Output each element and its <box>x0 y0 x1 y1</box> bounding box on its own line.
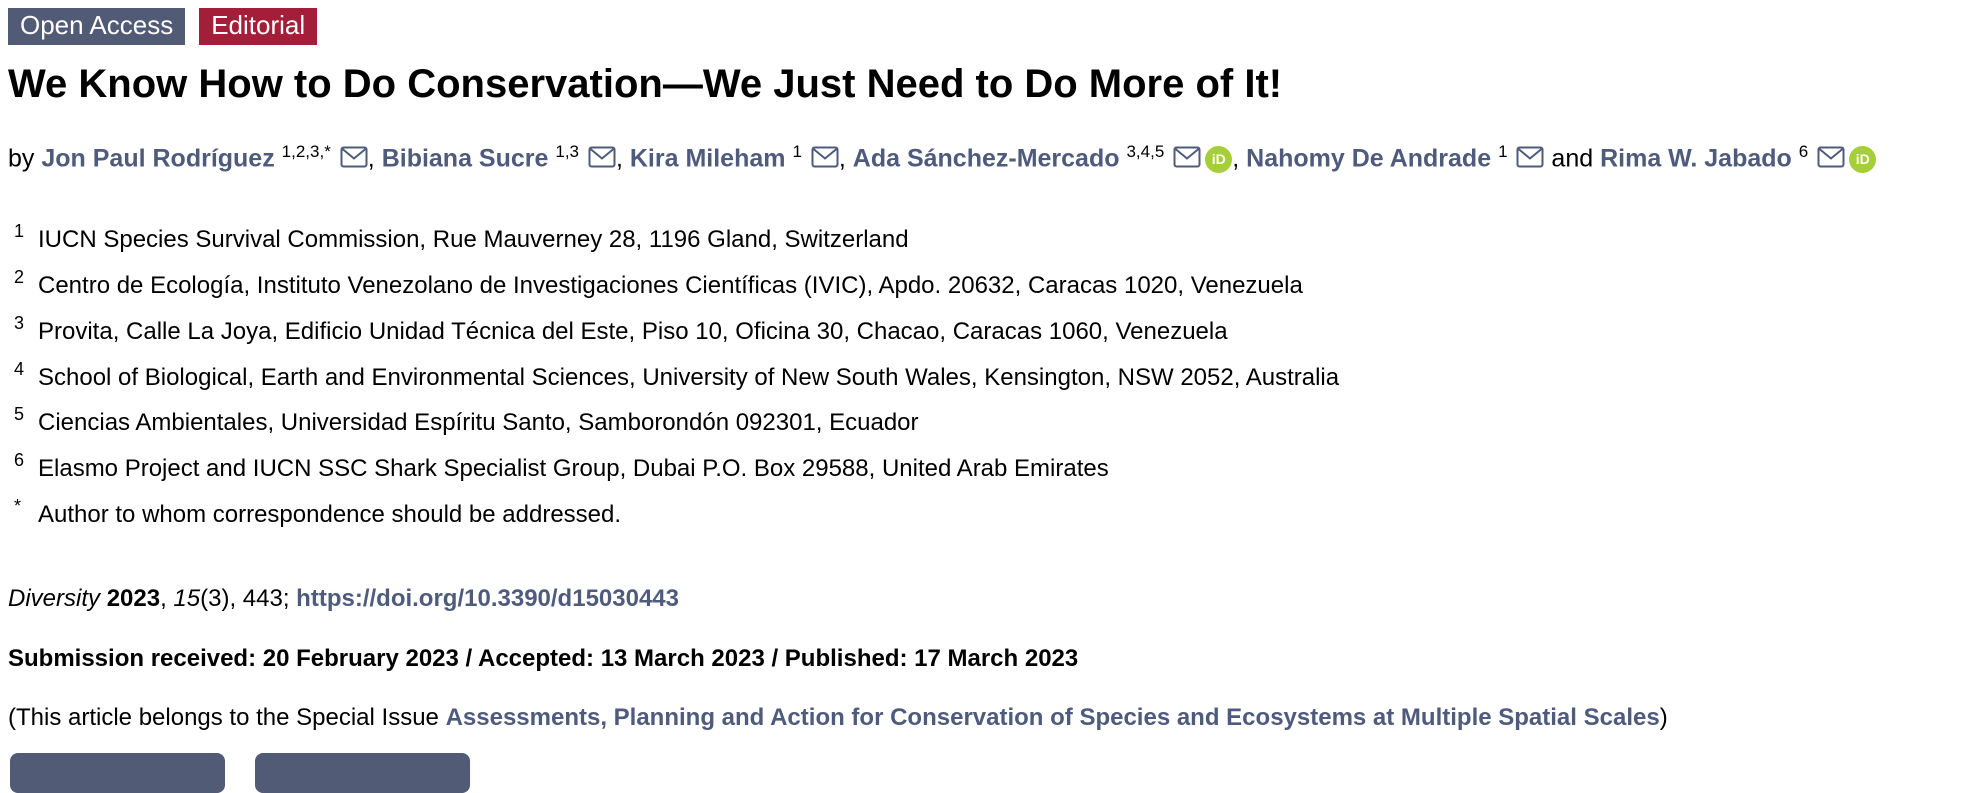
editorial-badge: Editorial <box>199 8 318 45</box>
author-separator: , <box>367 144 382 173</box>
author-separator: , <box>838 144 853 173</box>
open-access-badge: Open Access <box>8 8 186 45</box>
affiliation-text: Ciencias Ambientales, Universidad Espíri… <box>38 409 919 437</box>
byline-prefix: by <box>8 144 42 173</box>
special-issue-prefix: (This article belongs to the Special Iss… <box>8 704 446 732</box>
envelope-icon[interactable] <box>1817 146 1845 168</box>
affiliation-text: Elasmo Project and IUCN SSC Shark Specia… <box>38 455 1109 483</box>
article-title: We Know How to Do Conservation—We Just N… <box>8 61 1283 106</box>
author-affiliation-superscript: 1,2,3,* <box>281 141 331 161</box>
orcid-id-icon[interactable]: iD <box>1849 146 1877 174</box>
special-issue-line: (This article belongs to the Special Iss… <box>8 704 1982 733</box>
affiliation-marker: 4 <box>14 358 25 379</box>
author-link[interactable]: Rima W. Jabado <box>1600 144 1792 173</box>
affiliation-item: 5 Ciencias Ambientales, Universidad Espír… <box>14 404 1982 438</box>
affiliation-marker: 1 <box>14 221 25 242</box>
author-affiliation-superscript: 6 <box>1798 141 1809 161</box>
envelope-icon[interactable] <box>588 146 616 168</box>
affiliation-item: 6 Elasmo Project and IUCN SSC Shark Speci… <box>14 450 1982 484</box>
author-byline: by Jon Paul Rodríguez 1,2,3,* , Bibiana … <box>8 141 1982 174</box>
action-button-row <box>10 753 1982 793</box>
affiliation-marker: 3 <box>14 312 25 333</box>
affiliation-text: School of Biological, Earth and Environm… <box>38 363 1340 391</box>
doi-link[interactable]: https://doi.org/10.3390/d15030443 <box>296 584 679 612</box>
author-link[interactable]: Bibiana Sucre <box>381 144 549 173</box>
author-separator: , <box>615 144 630 173</box>
affiliation-item: 1 IUCN Species Survival Commission, Rue M… <box>14 221 1982 255</box>
action-button-left[interactable] <box>10 753 225 793</box>
badge-row: Open Access Editorial <box>8 8 1982 45</box>
affiliation-marker: 5 <box>14 404 25 425</box>
affiliation-item: 3 Provita, Calle La Joya, Edificio Unidad… <box>14 313 1982 347</box>
author-separator: , <box>1232 144 1247 173</box>
author-affiliation-superscript: 1 <box>1498 141 1508 161</box>
citation-line: Diversity 2023, 15(3), 443; https://doi.… <box>8 585 1982 614</box>
affiliation-item: 4 School of Biological, Earth and Environ… <box>14 359 1982 393</box>
action-button-right[interactable] <box>255 753 470 793</box>
author-link[interactable]: Nahomy De Andrade <box>1246 144 1492 173</box>
citation-separator: , <box>160 584 174 612</box>
affiliation-marker: 6 <box>14 450 25 471</box>
author-link[interactable]: Kira Mileham <box>629 144 786 173</box>
citation-year: 2023 <box>106 584 161 612</box>
affiliation-item: 2 Centro de Ecología, Instituto Venezolan… <box>14 267 1982 301</box>
affiliation-item: * Author to whom correspondence should be… <box>14 496 1982 530</box>
journal-name: Diversity <box>8 584 101 612</box>
dates-line: Submission received: 20 February 2023 / … <box>8 644 1079 672</box>
special-issue-link[interactable]: Assessments, Planning and Action for Con… <box>445 704 1660 732</box>
affiliation-text: Centro de Ecología, Instituto Venezolano… <box>38 272 1303 300</box>
affiliation-list: 1 IUCN Species Survival Commission, Rue M… <box>14 221 1982 530</box>
affiliation-text: IUCN Species Survival Commission, Rue Ma… <box>38 226 909 254</box>
affiliation-text: Provita, Calle La Joya, Edificio Unidad … <box>38 317 1228 345</box>
author-link[interactable]: Ada Sánchez-Mercado <box>852 144 1120 173</box>
envelope-icon[interactable] <box>1173 146 1201 168</box>
author-link[interactable]: Jon Paul Rodríguez <box>41 144 275 173</box>
affiliation-marker: 2 <box>14 267 25 288</box>
citation-volume: 15 <box>173 584 201 612</box>
envelope-icon[interactable] <box>1516 146 1544 168</box>
author-affiliation-superscript: 1 <box>792 141 802 161</box>
envelope-icon[interactable] <box>340 146 368 168</box>
citation-issue-pages: (3), 443; <box>200 584 297 612</box>
author-affiliation-superscript: 3,4,5 <box>1126 141 1165 161</box>
citation-space <box>100 585 107 612</box>
author-separator: and <box>1544 144 1601 173</box>
affiliation-marker: * <box>14 496 22 516</box>
special-issue-suffix: ) <box>1659 704 1668 732</box>
orcid-id-icon[interactable]: iD <box>1205 146 1233 174</box>
envelope-icon[interactable] <box>811 146 839 168</box>
affiliation-text: Author to whom correspondence should be … <box>38 501 622 528</box>
author-affiliation-superscript: 1,3 <box>555 141 580 161</box>
